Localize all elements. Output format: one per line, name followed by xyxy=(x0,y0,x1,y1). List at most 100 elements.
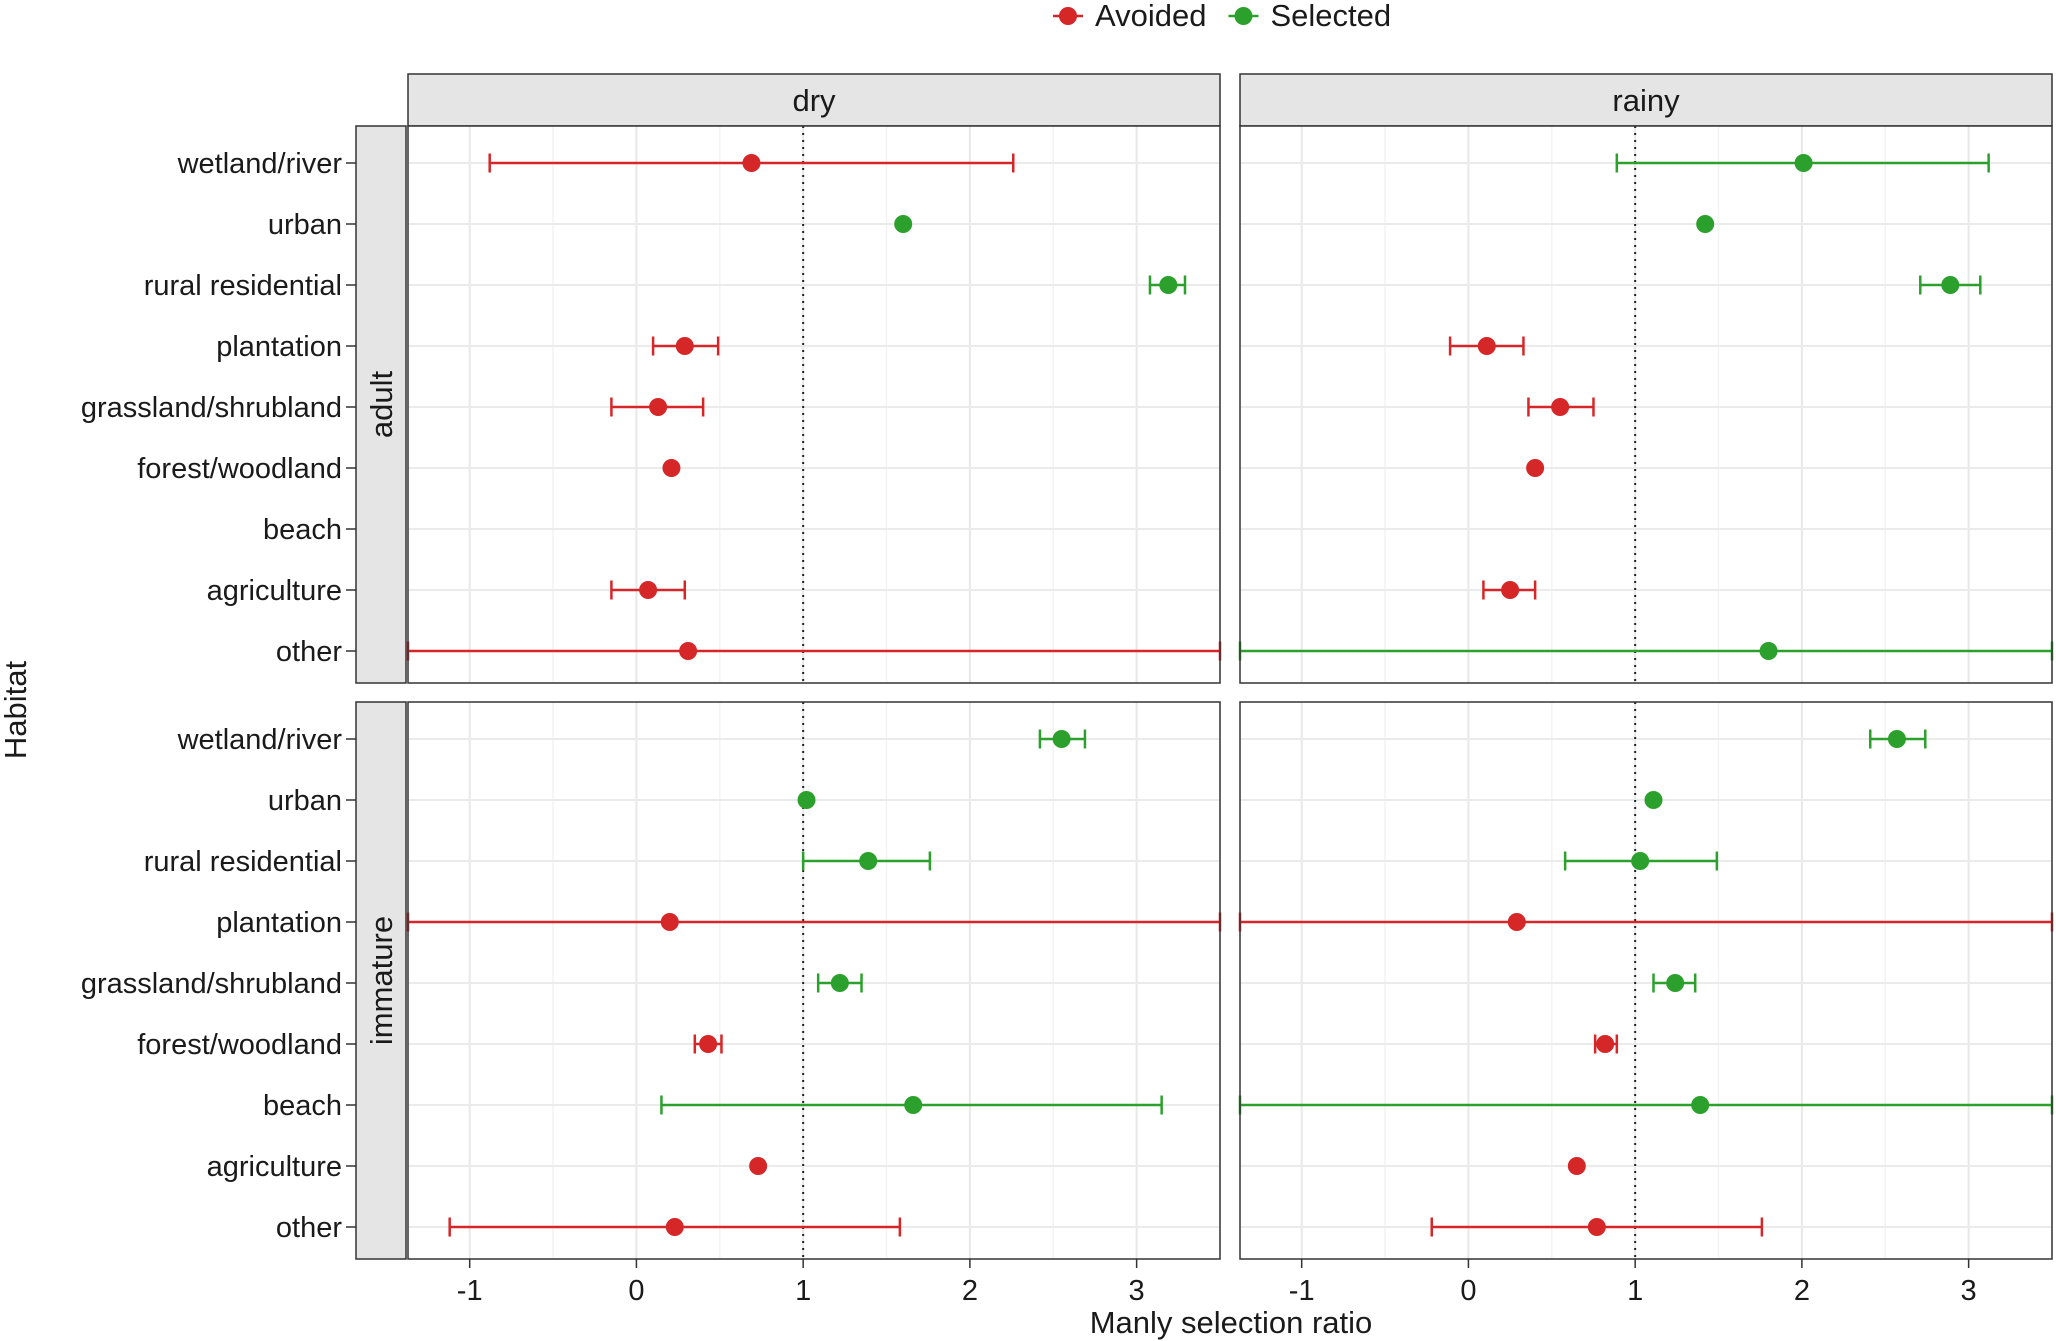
point-marker xyxy=(1794,154,1813,172)
facet-panels xyxy=(406,125,2054,1260)
x-tick-label: 0 xyxy=(1460,1275,1476,1307)
strip-label: dry xyxy=(792,83,836,118)
data-point-other xyxy=(448,1217,902,1237)
point-marker xyxy=(830,974,849,992)
strip-label: immature xyxy=(364,916,399,1045)
y-tick-label: forest/woodland xyxy=(137,1029,342,1061)
panel-dry-adult xyxy=(406,125,1222,684)
y-tick-label: urban xyxy=(268,209,342,241)
point-marker xyxy=(749,1157,768,1175)
panel-background xyxy=(408,126,1220,683)
x-tick-label: 2 xyxy=(1794,1275,1810,1307)
x-tick-label: 1 xyxy=(1627,1275,1643,1307)
x-tick-label: 2 xyxy=(962,1275,978,1307)
strip-dry: dry xyxy=(407,73,1221,127)
data-point-rural-residential xyxy=(1563,851,1719,871)
point-marker xyxy=(1696,215,1715,233)
point-marker xyxy=(1691,1096,1710,1114)
point-marker xyxy=(1644,791,1663,809)
y-tick-label: forest/woodland xyxy=(137,453,342,485)
data-point-grassland-shrubland xyxy=(1527,397,1595,417)
data-point-wetland-river xyxy=(1038,729,1087,749)
y-axis-labels: wetland/river urban rural residential plant… xyxy=(81,148,356,1244)
legend-key-point xyxy=(1234,7,1253,25)
data-point-agriculture xyxy=(1482,580,1537,600)
x-axis-title: Manly selection ratio xyxy=(1090,1305,1373,1340)
point-marker xyxy=(894,215,913,233)
y-tick-label: urban xyxy=(268,785,342,817)
data-point-forest-woodland xyxy=(1593,1034,1619,1054)
y-tick-label: rural residential xyxy=(144,270,342,302)
x-axis-rainy: -1 0 1 2 3 xyxy=(1289,1259,1977,1307)
point-marker xyxy=(1941,276,1960,294)
point-marker xyxy=(1587,1218,1606,1236)
data-point-wetland-river xyxy=(1869,729,1927,749)
data-point-forest-woodland xyxy=(662,459,681,477)
point-marker xyxy=(859,852,878,870)
y-tick-label: grassland/shrubland xyxy=(81,392,342,424)
strip-immature: immature xyxy=(355,701,407,1260)
point-marker xyxy=(675,337,694,355)
x-axes: -1 0 1 2 3 -1 0 1 2 3 xyxy=(457,1259,1977,1307)
y-tick-label: wetland/river xyxy=(177,148,343,180)
y-tick-label: rural residential xyxy=(144,846,342,878)
data-point-grassland-shrubland xyxy=(1652,973,1697,993)
strip-adult: adult xyxy=(355,125,407,684)
panel-border xyxy=(407,125,1221,684)
y-tick-label: other xyxy=(276,636,342,668)
panel-border xyxy=(407,701,1221,1260)
point-marker xyxy=(1887,730,1906,748)
data-point-rural-residential xyxy=(1148,275,1187,295)
strip-label: rainy xyxy=(1612,83,1680,118)
point-marker xyxy=(1596,1035,1615,1053)
data-point-forest-woodland xyxy=(693,1034,723,1054)
y-tick-label: beach xyxy=(263,514,342,546)
data-point-rural-residential xyxy=(1919,275,1982,295)
x-tick-label: 3 xyxy=(1961,1275,1977,1307)
data-point-grassland-shrubland xyxy=(610,397,705,417)
panel-background xyxy=(1240,126,2052,683)
facet-strips: dry rainy adult immature xyxy=(355,73,2053,1260)
data-point-urban xyxy=(797,791,816,809)
data-point-wetland-river xyxy=(1615,153,1990,173)
strip-background xyxy=(355,125,407,684)
point-marker xyxy=(679,642,698,660)
y-tick-label: plantation xyxy=(216,907,342,939)
strip-label: adult xyxy=(364,371,399,439)
y-tick-label: agriculture xyxy=(207,575,342,607)
point-marker xyxy=(639,581,658,599)
y-tick-label: wetland/river xyxy=(177,724,343,756)
y-tick-label: plantation xyxy=(216,331,342,363)
point-marker xyxy=(699,1035,718,1053)
point-marker xyxy=(649,398,668,416)
data-point-agriculture xyxy=(749,1157,768,1175)
point-marker xyxy=(1052,730,1071,748)
y-tick-label: beach xyxy=(263,1090,342,1122)
x-tick-label: -1 xyxy=(457,1275,483,1307)
data-point-rural-residential xyxy=(801,851,932,871)
data-point-urban xyxy=(1644,791,1663,809)
x-tick-label: -1 xyxy=(1289,1275,1315,1307)
data-point-forest-woodland xyxy=(1526,459,1545,477)
data-point-plantation xyxy=(651,336,720,356)
data-point-urban xyxy=(1696,215,1715,233)
point-marker xyxy=(662,459,681,477)
data-point-agriculture xyxy=(1567,1157,1586,1175)
strip-background xyxy=(407,73,1221,127)
point-marker xyxy=(665,1218,684,1236)
panel-background xyxy=(408,702,1220,1259)
panel-border xyxy=(1239,701,2053,1260)
panel-background xyxy=(1240,702,2052,1259)
data-point-beach xyxy=(660,1095,1163,1115)
point-marker xyxy=(660,913,679,931)
data-point-wetland-river xyxy=(488,153,1015,173)
point-marker xyxy=(1507,913,1526,931)
legend-key-point xyxy=(1059,7,1077,25)
x-axis-dry: -1 0 1 2 3 xyxy=(457,1259,1145,1307)
point-marker xyxy=(1159,276,1178,294)
panel-dry-immature xyxy=(406,701,1222,1260)
point-marker xyxy=(1501,581,1520,599)
x-tick-label: 3 xyxy=(1129,1275,1145,1307)
y-tick-label: agriculture xyxy=(207,1151,342,1183)
